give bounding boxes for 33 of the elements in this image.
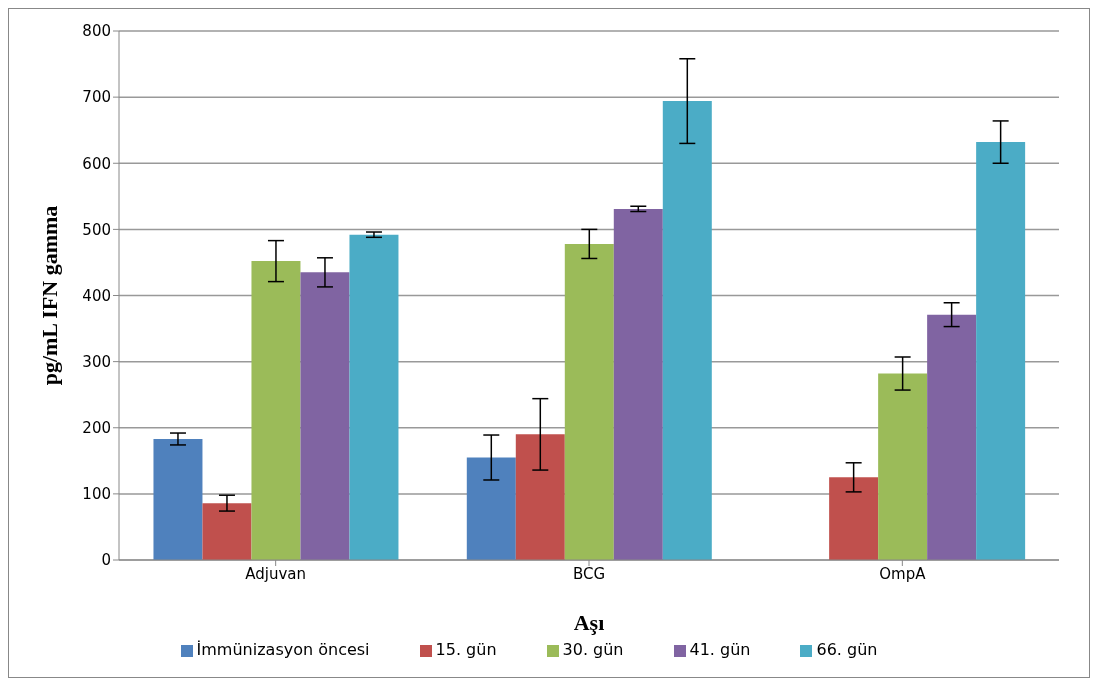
y-tick-label: 700: [82, 88, 111, 107]
bar: [251, 261, 301, 560]
bar: [613, 208, 663, 560]
legend-label: İmmünizasyon öncesi: [196, 640, 370, 659]
bar: [466, 457, 516, 560]
bar: [202, 503, 252, 560]
bar: [564, 243, 614, 560]
y-tick-label: 300: [82, 352, 111, 371]
bar: [878, 373, 928, 560]
bar: [829, 477, 879, 560]
bar: [300, 272, 350, 560]
x-tick-label: BCG: [572, 564, 606, 583]
legend-label: 41. gün: [689, 640, 751, 659]
y-axis-title: pg/mL IFN gamma: [36, 205, 62, 386]
x-tick-label: Adjuvan: [245, 564, 307, 583]
bar: [515, 434, 565, 560]
legend-label: 66. gün: [816, 640, 878, 659]
y-tick-label: 200: [82, 419, 111, 438]
y-tick-label: 0: [101, 551, 111, 570]
legend-label: 30. gün: [562, 640, 624, 659]
legend-label: 15. gün: [435, 640, 497, 659]
bar: [927, 314, 977, 560]
bar: [349, 234, 399, 560]
x-tick-label: OmpA: [879, 564, 927, 583]
bar: [662, 101, 712, 560]
y-tick-label: 600: [82, 154, 111, 173]
y-tick-label: 400: [82, 286, 111, 305]
y-tick-label: 100: [82, 485, 111, 504]
bar: [976, 142, 1026, 560]
y-tick-label: 800: [82, 22, 111, 41]
y-tick-label: 500: [82, 220, 111, 239]
x-axis-title: Aşı: [573, 610, 605, 635]
bar: [153, 438, 203, 560]
